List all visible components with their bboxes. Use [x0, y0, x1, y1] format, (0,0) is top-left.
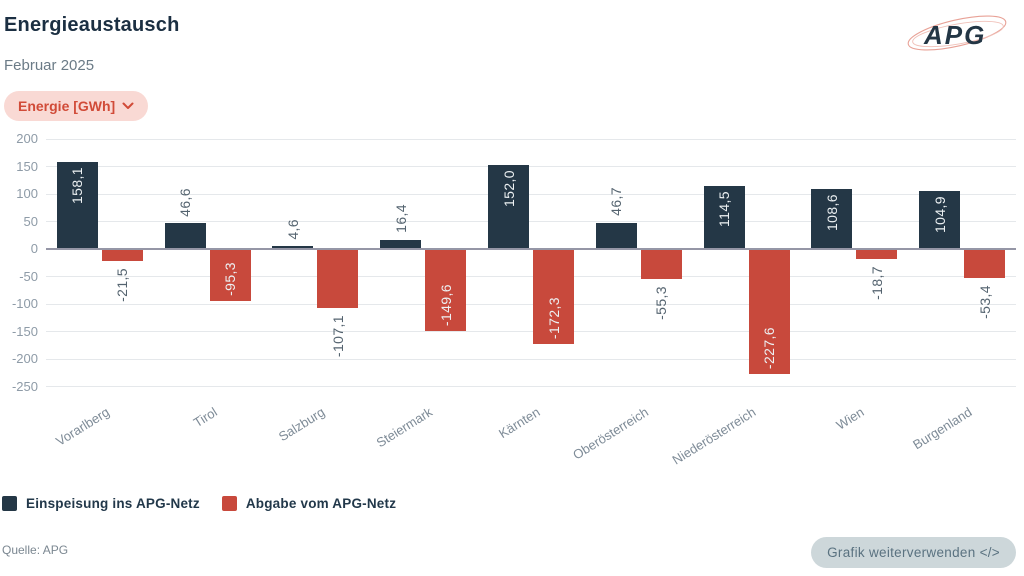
source-note: Quelle: APG — [2, 543, 69, 557]
gridline — [46, 358, 1016, 360]
bar-abgabe-steiermark[interactable]: -149,6 — [425, 249, 467, 332]
bar-abgabe-kärnten[interactable]: -172,3 — [533, 249, 574, 344]
bar-value-label: 104,9 — [931, 196, 948, 234]
legend-swatch-einspeisung — [2, 496, 17, 511]
y-tick-label: -50 — [19, 268, 38, 284]
gridline — [46, 193, 1016, 195]
x-axis-label: Wien — [833, 404, 867, 433]
gridline — [46, 386, 1016, 387]
bar-value-label: -53,4 — [976, 285, 993, 320]
bar-einspeisung-salzburg[interactable] — [272, 246, 314, 249]
y-tick-label: -250 — [11, 378, 38, 394]
x-axis-label: Tirol — [190, 404, 220, 431]
bar-value-label: 114,5 — [716, 191, 733, 228]
bar-abgabe-salzburg[interactable] — [317, 249, 359, 308]
y-tick-label: 0 — [30, 241, 38, 256]
gridline — [46, 331, 1016, 332]
x-axis-label: Niederösterreich — [669, 404, 759, 468]
bar-abgabe-tirol[interactable]: -95,3 — [209, 249, 251, 302]
bar-value-label: -172,3 — [545, 296, 562, 339]
gridline — [46, 166, 1016, 167]
bar-abgabe-niederösterreich[interactable]: -227,6 — [748, 249, 790, 375]
bar-einspeisung-wien[interactable]: 108,6 — [811, 189, 853, 249]
bar-einspeisung-burgenland[interactable]: 104,9 — [919, 191, 961, 249]
bar-abgabe-burgenland[interactable] — [964, 249, 1006, 279]
chevron-down-icon — [122, 102, 134, 110]
legend-item-einspeisung[interactable]: Einspeisung ins APG-Netz — [2, 496, 200, 511]
legend: Einspeisung ins APG-Netz Abgabe vom APG-… — [2, 496, 396, 511]
bar-einspeisung-oberösterreich[interactable] — [595, 223, 637, 249]
gridline — [46, 138, 1016, 140]
bar-value-label: -149,6 — [437, 284, 454, 327]
bar-value-label: 4,6 — [284, 218, 301, 240]
y-tick-label: 100 — [16, 186, 38, 201]
bar-value-label: 46,7 — [608, 187, 625, 217]
y-tick-label: -100 — [11, 296, 38, 311]
apg-logo: APG — [907, 15, 1007, 51]
legend-label-abgabe: Abgabe vom APG-Netz — [245, 496, 397, 511]
zero-axis-line — [46, 248, 1016, 250]
apg-logo-text: APG — [923, 20, 986, 50]
bar-value-label: -107,1 — [329, 314, 346, 357]
bar-abgabe-vorarlberg[interactable] — [101, 249, 143, 261]
bar-value-label: -55,3 — [653, 286, 670, 321]
bar-value-label: -18,7 — [868, 266, 885, 301]
bar-value-label: -227,6 — [761, 327, 778, 370]
period-subtitle: Februar 2025 — [4, 57, 95, 74]
legend-item-abgabe[interactable]: Abgabe vom APG-Netz — [221, 496, 397, 511]
x-axis-label: Oberösterreich — [569, 404, 651, 463]
y-tick-label: -150 — [11, 323, 38, 339]
legend-swatch-abgabe — [221, 496, 237, 511]
page-title: Energieaustausch — [4, 14, 180, 36]
legend-label-einspeisung: Einspeisung ins APG-Netz — [26, 496, 200, 511]
bar-einspeisung-vorarlberg[interactable]: 158,1 — [56, 162, 98, 249]
x-axis-label: Burgenland — [909, 404, 975, 453]
bar-value-label: -21,5 — [114, 267, 131, 302]
unit-selector-dropdown[interactable]: Energie [GWh] — [4, 91, 149, 121]
x-axis-label: Vorarlberg — [53, 404, 112, 449]
gridline — [46, 303, 1016, 305]
bar-value-label: 46,6 — [177, 187, 194, 217]
bar-abgabe-oberösterreich[interactable] — [640, 249, 682, 280]
reuse-graphic-button[interactable]: Grafik weiterverwenden </> — [811, 537, 1016, 568]
bar-einspeisung-kärnten[interactable]: 152,0 — [488, 165, 529, 249]
bar-einspeisung-steiermark[interactable] — [380, 239, 422, 249]
y-tick-label: 200 — [16, 131, 38, 146]
bar-value-label: -95,3 — [222, 262, 239, 297]
bar-value-label: 16,4 — [392, 204, 409, 233]
bar-einspeisung-niederösterreich[interactable]: 114,5 — [703, 186, 745, 249]
x-axis-label: Salzburg — [275, 404, 328, 445]
bar-abgabe-wien[interactable] — [856, 249, 898, 260]
gridline — [46, 276, 1016, 277]
y-tick-label: 50 — [23, 213, 38, 229]
bar-value-label: 158,1 — [69, 167, 86, 205]
y-tick-label: 150 — [16, 158, 38, 174]
unit-selector-label: Energie [GWh] — [18, 98, 116, 114]
bar-value-label: 152,0 — [500, 170, 517, 208]
x-axis-label: Kärnten — [496, 404, 543, 442]
bar-einspeisung-tirol[interactable] — [164, 223, 206, 249]
y-tick-label: -200 — [11, 351, 38, 366]
x-axis-label: Steiermark — [373, 404, 436, 451]
gridline — [46, 221, 1016, 222]
bar-value-label: 108,6 — [823, 194, 840, 232]
